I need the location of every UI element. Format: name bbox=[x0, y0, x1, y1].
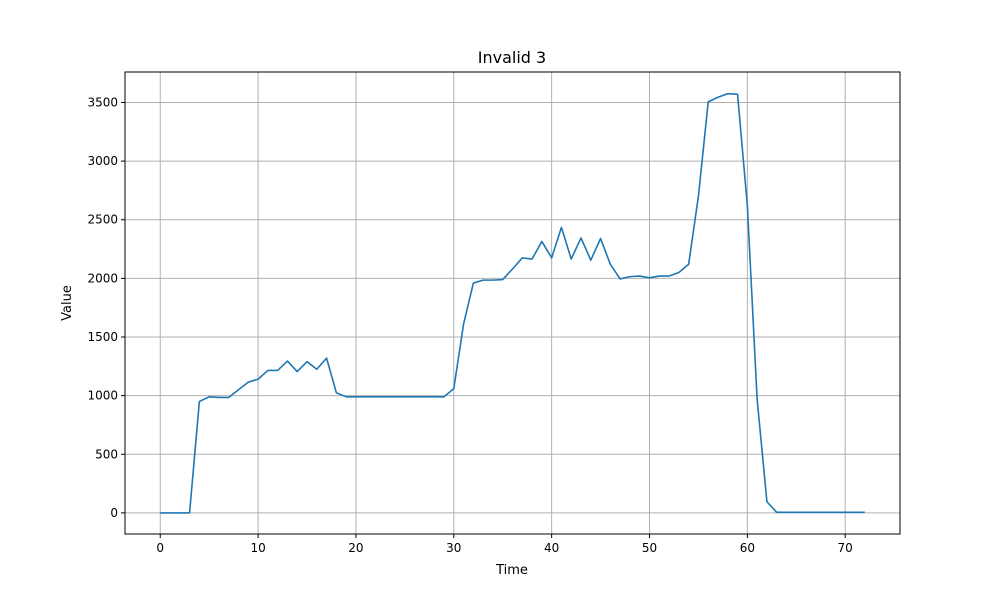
y-axis-label: Value bbox=[60, 285, 75, 321]
x-tick-label: 0 bbox=[156, 541, 164, 555]
x-tick-label: 20 bbox=[348, 541, 363, 555]
y-tick-label: 500 bbox=[95, 447, 118, 461]
x-axis-label: Time bbox=[495, 563, 528, 578]
y-tick-label: 1000 bbox=[87, 389, 118, 403]
series-layer bbox=[160, 92, 865, 514]
x-tick-label: 30 bbox=[446, 541, 461, 555]
y-tick-label: 2500 bbox=[87, 213, 118, 227]
y-tick-label: 3500 bbox=[87, 95, 118, 109]
x-tick-label: 70 bbox=[838, 541, 853, 555]
x-tick-label: 40 bbox=[544, 541, 559, 555]
chart-title: Invalid 3 bbox=[478, 48, 546, 67]
series-line bbox=[160, 92, 865, 514]
y-tick-label: 1500 bbox=[87, 330, 118, 344]
x-tick-label: 10 bbox=[250, 541, 265, 555]
grid bbox=[125, 72, 900, 534]
plot-frame bbox=[124, 71, 901, 535]
axis-ticks: 0 10 20 30 40 50 60 70 0 500 1000 1500 2000 2500 3000 3… bbox=[87, 95, 852, 555]
x-tick-label: 60 bbox=[740, 541, 755, 555]
y-tick-label: 2000 bbox=[87, 271, 118, 285]
y-tick-label: 0 bbox=[110, 506, 118, 520]
y-tick-label: 3000 bbox=[87, 154, 118, 168]
x-tick-label: 50 bbox=[642, 541, 657, 555]
